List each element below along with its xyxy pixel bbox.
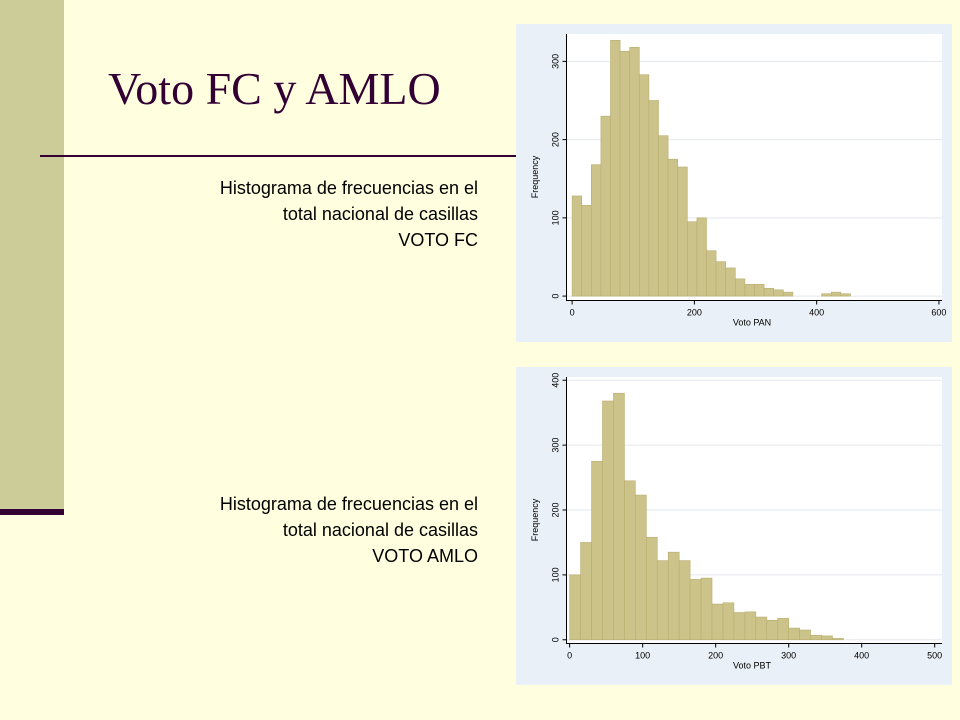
histogram-voto-pbt-panel: 0 100 200 300 400 0 100 200 300 400 500 Voto PBT Fre…	[516, 367, 952, 685]
y-axis-label: Frequency	[530, 498, 540, 541]
histogram-bar	[648, 100, 659, 297]
histogram-bar	[832, 638, 844, 641]
caption-line: Histograma de frecuencias en el	[219, 494, 478, 514]
y-tick-label: 0	[551, 637, 561, 642]
histogram-bar	[624, 480, 636, 641]
y-tick-label: 100	[551, 210, 561, 225]
histogram-bar	[763, 287, 774, 297]
histogram-bar	[677, 166, 688, 297]
histogram-bar	[591, 164, 602, 297]
histogram-bar	[821, 635, 833, 641]
caption-voto-fc: Histograma de frecuencias en el total na…	[98, 175, 478, 253]
histogram-bar	[646, 536, 658, 641]
x-tick-label: 0	[567, 651, 572, 661]
histogram-bar	[667, 158, 678, 297]
histogram-bar	[689, 579, 702, 641]
histogram-bar	[591, 461, 603, 641]
x-tick-label: 600	[931, 308, 946, 318]
y-tick-label: 400	[551, 373, 561, 388]
x-tick-label: 500	[927, 651, 942, 661]
x-axis-label: Voto PBT	[733, 661, 772, 671]
histogram-voto-pan: 0 100 200 300 0 200 400 600 Voto PAN Frequency	[530, 34, 946, 328]
slide-title: Voto FC y AMLO	[108, 63, 441, 114]
histogram-bar	[602, 400, 614, 641]
caption-line: total nacional de casillas	[282, 204, 478, 224]
histogram-bar	[667, 551, 680, 641]
histogram-bar	[755, 616, 768, 641]
histogram-bar	[571, 195, 583, 297]
histogram-bar	[696, 217, 707, 297]
histogram-voto-pbt: 0 100 200 300 400 0 100 200 300 400 500 Voto PBT Fre…	[530, 373, 942, 671]
y-tick-label: 200	[551, 132, 561, 147]
histogram-bar	[788, 627, 800, 641]
x-tick-label: 200	[687, 308, 702, 318]
histogram-bar	[777, 618, 789, 641]
title-divider	[40, 155, 516, 157]
histogram-bar	[686, 221, 698, 297]
histogram-bar	[700, 577, 713, 641]
y-tick-label: 100	[551, 567, 561, 582]
y-tick-label: 200	[551, 502, 561, 517]
histogram-bar	[706, 250, 717, 297]
histogram-bar	[639, 74, 650, 297]
histogram-bar	[773, 289, 784, 297]
caption-line: total nacional de casillas	[282, 520, 478, 540]
histogram-bar	[733, 612, 746, 641]
caption-line: Histograma de frecuencias en el	[219, 178, 478, 198]
histogram-bar	[754, 284, 765, 297]
x-tick-label: 100	[635, 651, 650, 661]
y-tick-label: 300	[551, 54, 561, 69]
caption-line: VOTO AMLO	[372, 546, 478, 566]
y-tick-label: 300	[551, 438, 561, 453]
x-tick-label: 0	[570, 308, 575, 318]
histogram-bar	[715, 261, 726, 297]
histogram-bar	[581, 205, 592, 297]
histogram-bar	[734, 278, 746, 297]
y-tick-label: 0	[551, 294, 561, 299]
histogram-bar	[619, 50, 631, 297]
histogram-bar	[782, 291, 794, 297]
x-tick-label: 200	[708, 651, 723, 661]
histogram-bar	[658, 135, 669, 297]
left-accent-stripe	[0, 509, 64, 515]
caption-line: VOTO FC	[398, 230, 478, 250]
caption-voto-amlo: Histograma de frecuencias en el total na…	[98, 491, 478, 569]
histogram-bar	[600, 115, 611, 297]
histogram-bar	[840, 293, 851, 297]
left-accent-bar	[0, 0, 64, 512]
x-axis-label: Voto PAN	[733, 318, 771, 328]
x-tick-label: 400	[854, 651, 869, 661]
histogram-bar	[678, 560, 691, 641]
histogram-bar	[656, 560, 669, 641]
histogram-bar	[635, 494, 647, 641]
histogram-bar	[722, 602, 735, 641]
histogram-bar	[830, 291, 842, 297]
histogram-bar	[569, 574, 581, 641]
histogram-bar	[580, 542, 592, 641]
histogram-bar	[799, 629, 811, 641]
histogram-bar	[629, 46, 640, 297]
histogram-bar	[725, 267, 736, 297]
histogram-bar	[810, 634, 822, 641]
histogram-voto-pan-panel: 0 100 200 300 0 200 400 600 Voto PAN Frequency	[516, 24, 952, 342]
histogram-bar	[821, 293, 832, 297]
histogram-bar	[744, 284, 755, 297]
histogram-bar	[711, 603, 724, 641]
x-tick-label: 400	[809, 308, 824, 318]
histogram-bar	[744, 611, 757, 641]
x-tick-label: 300	[781, 651, 796, 661]
y-axis-label: Frequency	[530, 155, 540, 198]
histogram-bar	[613, 392, 625, 641]
histogram-bar	[766, 619, 779, 641]
histogram-bar	[610, 39, 621, 297]
